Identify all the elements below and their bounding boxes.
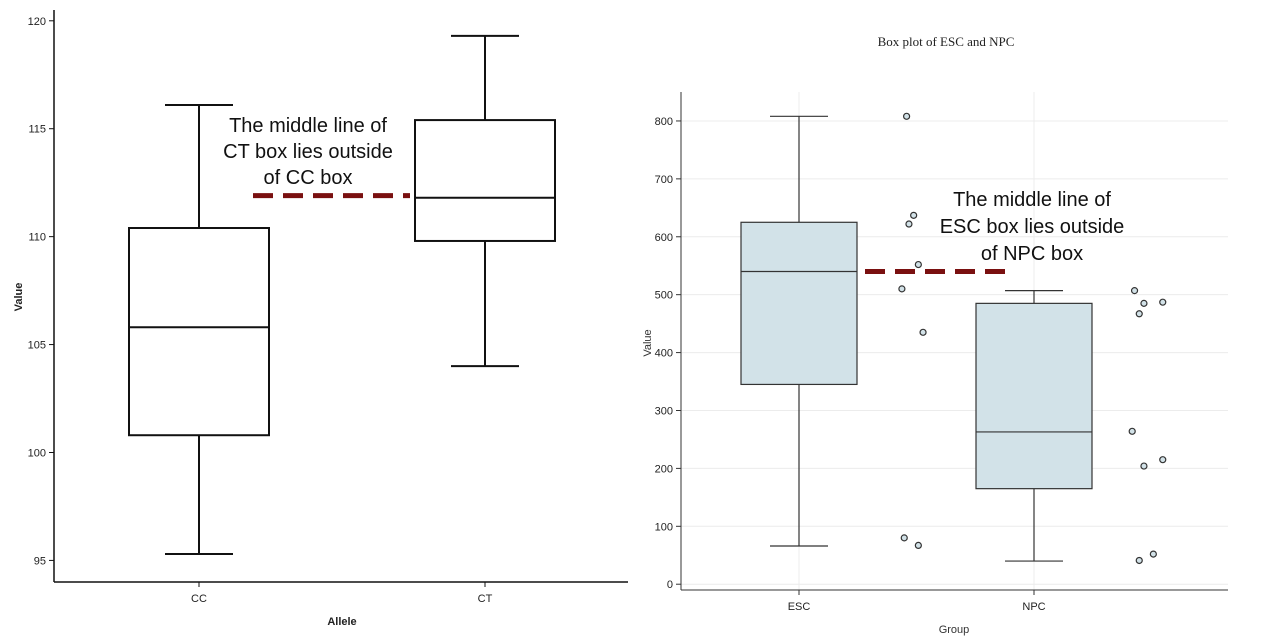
y-tick-label: 115 xyxy=(28,124,46,136)
data-point xyxy=(900,534,908,542)
x-tick-label: NPC xyxy=(1022,601,1045,613)
data-point xyxy=(1128,427,1136,435)
y-tick-label: 500 xyxy=(655,290,673,302)
left-y-ticks: 95 100 105 110 115 120 xyxy=(28,16,54,567)
left-annotation-line-2: CT box lies outside xyxy=(223,141,393,163)
y-tick-label: 200 xyxy=(655,463,673,475)
box-esc xyxy=(740,115,858,547)
box-ct xyxy=(414,34,556,368)
y-tick-label: 400 xyxy=(655,348,673,360)
y-tick-label: 800 xyxy=(655,116,673,128)
data-point xyxy=(1149,550,1157,558)
box-npc xyxy=(975,290,1093,562)
data-point xyxy=(914,541,922,550)
data-point xyxy=(898,285,906,293)
data-point xyxy=(910,211,918,219)
y-tick-label: 120 xyxy=(28,16,46,28)
right-box-plot: Box plot of ESC and NPC 0 100 200 300 400 500… xyxy=(642,34,1228,636)
right-boxes xyxy=(740,115,1093,562)
y-tick-label: 110 xyxy=(28,232,46,244)
x-tick-label: CT xyxy=(478,593,493,605)
y-tick-label: 100 xyxy=(655,521,673,533)
box-cc xyxy=(128,103,270,555)
data-point xyxy=(1135,556,1143,565)
right-y-ticks: 0 100 200 300 400 500 600 700 800 xyxy=(655,116,681,591)
data-point xyxy=(905,220,913,228)
data-point xyxy=(1159,456,1167,464)
iqr-box xyxy=(414,119,556,242)
left-x-ticks: CC CT xyxy=(191,582,493,605)
iqr-box xyxy=(975,302,1093,490)
right-jitter-points xyxy=(898,112,1167,565)
x-tick-label: ESC xyxy=(788,601,811,613)
left-boxes xyxy=(128,34,556,555)
right-annotation-text: The middle line of ESC box lies outside … xyxy=(940,189,1125,265)
left-box-plot: 95 100 105 110 115 120 CC CT Allele Value The … xyxy=(13,10,628,628)
data-point xyxy=(1140,299,1148,307)
y-tick-label: 600 xyxy=(655,232,673,244)
left-y-axis-title: Value xyxy=(13,283,25,312)
y-tick-label: 105 xyxy=(28,340,46,352)
y-tick-label: 100 xyxy=(28,447,46,459)
right-chart-title: Box plot of ESC and NPC xyxy=(878,34,1015,49)
right-x-axis-title: Group xyxy=(939,624,970,636)
y-tick-label: 95 xyxy=(34,555,46,567)
y-tick-label: 700 xyxy=(655,174,673,186)
right-annotation-line-2: ESC box lies outside xyxy=(940,216,1125,238)
y-tick-label: 0 xyxy=(667,579,673,591)
data-point xyxy=(919,328,927,336)
right-annotation-line-1: The middle line of xyxy=(953,189,1111,211)
data-point xyxy=(1130,287,1139,295)
left-annotation-text: The middle line of CT box lies outside o… xyxy=(223,115,393,189)
data-point xyxy=(914,260,922,269)
iqr-box xyxy=(128,227,270,437)
right-y-axis-title: Value xyxy=(642,329,654,356)
left-x-axis-title: Allele xyxy=(327,616,356,628)
data-point xyxy=(1140,462,1148,470)
y-tick-label: 300 xyxy=(655,405,673,417)
data-point xyxy=(1135,310,1143,318)
left-annotation-line-3: of CC box xyxy=(264,167,353,189)
right-annotation-line-3: of NPC box xyxy=(981,243,1083,265)
right-x-ticks: ESC NPC xyxy=(788,590,1046,613)
data-point xyxy=(1159,298,1167,306)
iqr-box xyxy=(740,221,858,386)
x-tick-label: CC xyxy=(191,593,207,605)
left-annotation-line-1: The middle line of xyxy=(229,115,387,137)
data-point xyxy=(902,112,911,120)
